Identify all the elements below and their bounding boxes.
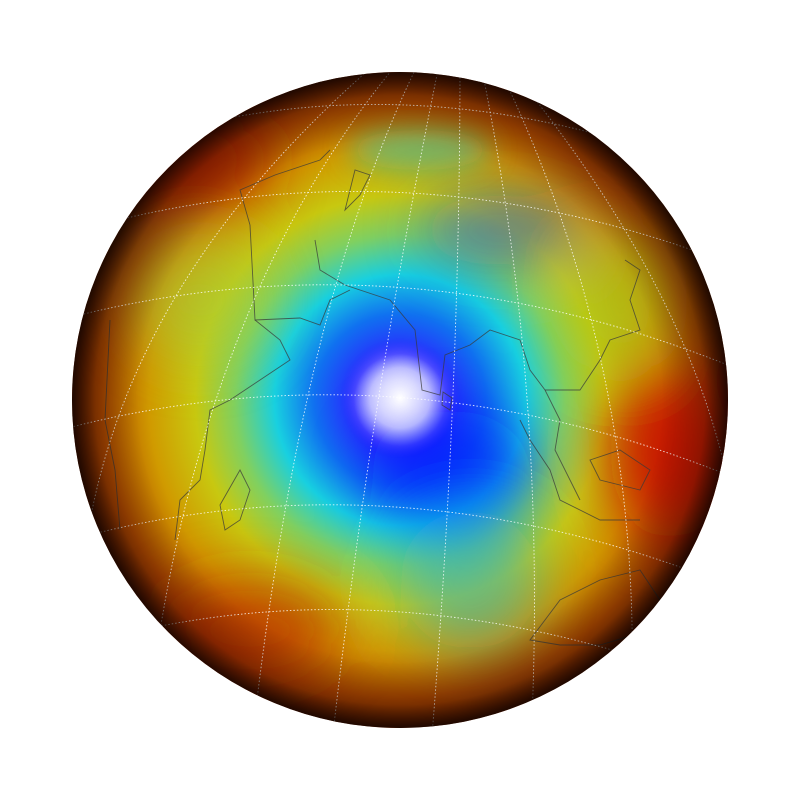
limb-shade (72, 72, 728, 728)
globe (72, 72, 728, 728)
